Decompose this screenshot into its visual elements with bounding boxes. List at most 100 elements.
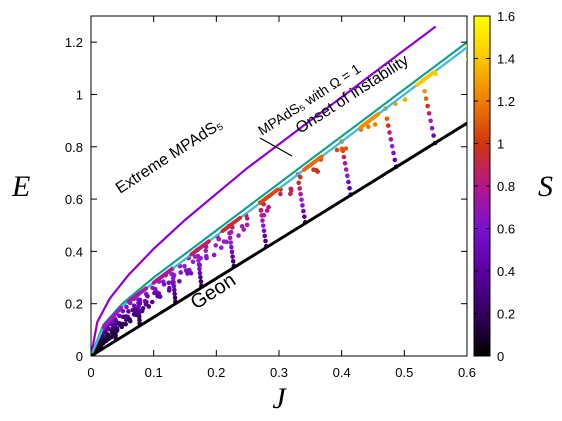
data-point — [366, 124, 371, 130]
annotation-extreme: Extreme MPAdS₅ — [113, 116, 226, 198]
data-point — [229, 249, 235, 255]
onset-segment — [258, 187, 280, 205]
colorbar-tick-label: 1.2 — [497, 94, 515, 109]
onset-segment — [358, 112, 381, 130]
data-point — [341, 154, 347, 160]
data-point — [228, 240, 234, 245]
data-point — [385, 123, 391, 128]
colorbar-tick-label: 0.2 — [497, 307, 515, 322]
y-tick-label: 0.8 — [65, 140, 83, 155]
data-point — [146, 304, 152, 309]
colorbar-tick-label: 1.6 — [497, 9, 515, 24]
data-point — [213, 243, 219, 248]
data-point — [302, 214, 307, 219]
data-point — [149, 299, 155, 305]
onset-segment — [220, 215, 243, 233]
data-point — [230, 258, 236, 264]
data-point — [161, 282, 167, 287]
data-point — [166, 288, 172, 293]
colorbar-tick-label: 0.6 — [497, 222, 515, 237]
colorbar-tick-label: 1 — [497, 137, 504, 152]
data-point — [172, 295, 178, 301]
onset-segment — [302, 154, 324, 172]
data-point — [391, 150, 396, 156]
data-point — [224, 239, 229, 245]
data-point — [216, 236, 222, 242]
data-point — [236, 233, 241, 238]
data-point — [230, 254, 235, 259]
data-point — [124, 304, 129, 310]
data-point — [334, 147, 340, 153]
data-point — [392, 157, 398, 163]
data-point — [157, 294, 163, 299]
data-point — [241, 227, 247, 232]
data-point — [188, 270, 194, 276]
colorbar-label: S — [538, 170, 553, 203]
data-point — [228, 229, 234, 235]
data-point — [288, 191, 293, 197]
y-tick-label: 0.4 — [65, 244, 83, 259]
data-point — [190, 259, 196, 265]
data-point — [134, 312, 139, 318]
data-point — [198, 279, 204, 284]
data-point — [244, 216, 250, 221]
data-point — [198, 275, 203, 280]
data-point — [466, 57, 467, 61]
data-point — [298, 191, 303, 197]
data-point — [185, 271, 190, 276]
data-point — [126, 309, 131, 314]
data-point — [425, 103, 430, 109]
data-point — [123, 321, 128, 327]
data-point — [145, 293, 150, 299]
data-point — [387, 130, 392, 135]
data-point — [229, 244, 234, 250]
data-point — [402, 97, 408, 102]
data-point — [429, 125, 435, 131]
x-tick-label: 0 — [87, 365, 94, 380]
data-point — [227, 235, 233, 241]
data-point — [300, 203, 305, 208]
data-point — [117, 313, 122, 319]
data-point — [301, 208, 306, 214]
y-tick-label: 0.2 — [65, 297, 83, 312]
data-point — [384, 116, 390, 122]
y-tick-label: 1.2 — [65, 35, 83, 50]
data-point — [197, 262, 203, 268]
data-point — [428, 118, 433, 124]
data-point — [347, 186, 352, 191]
data-point — [192, 254, 198, 259]
data-point — [422, 88, 427, 94]
data-point — [423, 96, 429, 101]
data-point — [343, 146, 349, 151]
x-tick-label: 0.6 — [458, 365, 476, 380]
colorbar-tick-label: 0 — [497, 349, 504, 364]
onset-segment — [414, 69, 437, 88]
data-point — [389, 143, 395, 149]
data-point — [204, 255, 209, 261]
data-point — [388, 137, 394, 142]
data-point — [258, 208, 264, 213]
data-point — [263, 238, 268, 244]
data-point — [298, 174, 303, 180]
onset-segment — [126, 286, 149, 304]
y-tick-label: 0 — [76, 349, 83, 364]
annotation-geon: Geon — [187, 269, 240, 314]
series-line-1 — [91, 41, 467, 356]
data-point — [296, 180, 302, 186]
series-line-0 — [91, 25, 437, 356]
data-point — [345, 173, 350, 179]
data-point — [261, 212, 267, 218]
series-line-3 — [91, 121, 467, 356]
onset-segment — [189, 239, 211, 257]
y-tick-label: 0.6 — [65, 192, 83, 207]
data-point — [131, 303, 137, 309]
data-point — [343, 167, 349, 172]
y-axis-label: E — [11, 170, 30, 203]
data-point — [315, 169, 321, 174]
annotation-arrow — [259, 137, 293, 157]
data-point — [264, 208, 270, 213]
onset-segment — [151, 267, 174, 285]
data-point — [278, 191, 283, 197]
data-point — [197, 270, 203, 276]
